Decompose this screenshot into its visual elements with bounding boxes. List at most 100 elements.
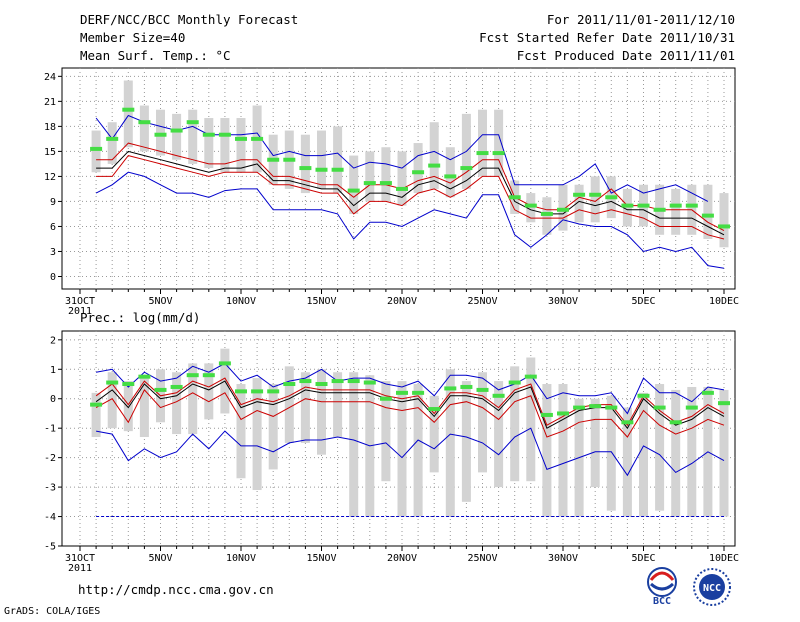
spread-bar [413, 143, 423, 194]
spread-bar [542, 384, 552, 517]
spread-bar [349, 155, 359, 214]
ensemble-mean-marker [669, 420, 682, 425]
spread-bar [461, 381, 471, 502]
x-tick-label: 20NOV [387, 296, 417, 307]
y-tick-label: -3 [44, 483, 56, 494]
spread-bar [123, 80, 133, 148]
x-tick-label: 30NOV [548, 296, 578, 307]
spread-bar [317, 369, 326, 455]
spread-bar [333, 126, 343, 194]
spread-bar [188, 109, 198, 164]
series-line-outer-lower [96, 427, 725, 477]
bcc-logo: BCC [647, 567, 677, 607]
ensemble-mean-marker [251, 136, 264, 141]
x-tick-label: 25NOV [467, 296, 497, 307]
precipitation-panel: -5 -4 -3 -2 -1 0 1 2 31OCT 5NOV 10NOV 15NOV 20NOV 25N… [44, 330, 739, 574]
ensemble-mean-marker [186, 373, 199, 378]
ensemble-mean-marker [444, 386, 457, 391]
y-tick-label: -2 [44, 453, 56, 464]
y-tick-label: 24 [44, 72, 56, 83]
ensemble-mean-marker [428, 163, 441, 168]
ensemble-mean-marker [379, 396, 392, 401]
ensemble-mean-marker [315, 382, 328, 387]
header-forecast-period: For 2011/11/01-2011/12/10 [547, 12, 735, 27]
ensemble-mean-marker [718, 401, 730, 406]
x-tick-label: 10DEC [709, 553, 739, 564]
spread-bar [91, 130, 101, 173]
spread-bar [606, 395, 616, 511]
spread-bar [268, 384, 278, 470]
series-line-outer-lower [95, 171, 725, 269]
spread-bar [188, 363, 198, 435]
ensemble-mean-marker [460, 166, 473, 171]
ensemble-mean-marker [251, 389, 264, 394]
ensemble-mean-marker [331, 167, 344, 172]
x-tick-label: 5DEC [631, 553, 655, 564]
ensemble-mean-marker [396, 186, 408, 191]
ensemble-mean-marker [235, 389, 247, 394]
y-tick-label: 0 [50, 272, 56, 283]
ensemble-mean-marker [524, 203, 537, 208]
ensemble-mean-marker [170, 384, 183, 389]
ensemble-mean-marker [557, 207, 569, 212]
spread-bar [703, 184, 713, 239]
spread-bar [107, 122, 117, 164]
spread-bar [542, 197, 552, 235]
spread-bar [236, 384, 246, 479]
x-tick-label: 15NOV [306, 296, 336, 307]
spread-bar [300, 134, 310, 194]
x-tick-label: 31OCT [65, 296, 95, 307]
ensemble-mean-marker [138, 120, 151, 125]
y-tick-label: 15 [44, 147, 56, 158]
y-tick-label: 3 [50, 247, 56, 258]
ensemble-mean-marker [347, 379, 360, 384]
ensemble-mean-marker [331, 379, 344, 384]
spread-bar [317, 130, 326, 189]
ncc-logo-globe [699, 574, 725, 600]
ensemble-mean-marker [637, 393, 650, 398]
spread-bar [381, 147, 391, 202]
series-line-inner-upper [96, 142, 725, 232]
ensemble-mean-marker [283, 382, 296, 387]
spread-bar [220, 118, 230, 173]
spread-bar [590, 176, 600, 223]
ensemble-mean-marker [637, 203, 650, 208]
ensemble-mean-marker [508, 380, 521, 385]
y-tick-label: 0 [50, 394, 56, 405]
ensemble-mean-marker [267, 389, 280, 394]
x-tick-label: 10NOV [226, 296, 256, 307]
series-line-inner-lower [95, 389, 725, 438]
spread-bar [397, 151, 407, 206]
y-tick-label: 6 [50, 222, 56, 233]
spread-bar [204, 363, 214, 420]
spread-bar [429, 395, 439, 473]
bcc-logo-swirl-blue [649, 582, 675, 591]
temperature-panel: 0 3 6 9 12 15 18 21 24 31OCT 5NOV 10NOV 15NOV 20NOV 25… [44, 67, 739, 317]
ensemble-mean-marker [218, 132, 231, 137]
x-tick-label: 30NOV [548, 553, 578, 564]
ensemble-mean-marker [492, 151, 505, 156]
bcc-logo-swirl-red [649, 571, 675, 581]
ensemble-mean-marker [235, 136, 247, 141]
ensemble-mean-marker [267, 157, 280, 162]
header-started-refer: Fcst Started Refer Date 2011/10/31 [479, 30, 735, 45]
y-tick-label: -5 [44, 542, 56, 553]
series-line-outer-upper [95, 114, 709, 202]
header-produced: Fcst Produced Date 2011/11/01 [517, 48, 735, 63]
ensemble-mean-marker [476, 151, 489, 156]
ensemble-mean-marker [122, 107, 135, 112]
spread-bar [381, 381, 391, 482]
ensemble-mean-marker [106, 136, 119, 141]
ensemble-mean-marker [363, 380, 376, 385]
ensemble-mean-marker [138, 374, 151, 379]
y-tick-label: 2 [50, 335, 56, 346]
series-line-inner-upper [95, 377, 725, 427]
spread-bar [397, 381, 407, 517]
ensemble-mean-marker [154, 132, 167, 137]
ensemble-mean-marker [170, 128, 183, 133]
ensemble-mean-marker [508, 195, 521, 200]
spread-bar [574, 184, 584, 223]
ensemble-mean-marker [379, 181, 392, 186]
spread-bar [139, 375, 149, 438]
ensemble-mean-marker [202, 373, 215, 378]
